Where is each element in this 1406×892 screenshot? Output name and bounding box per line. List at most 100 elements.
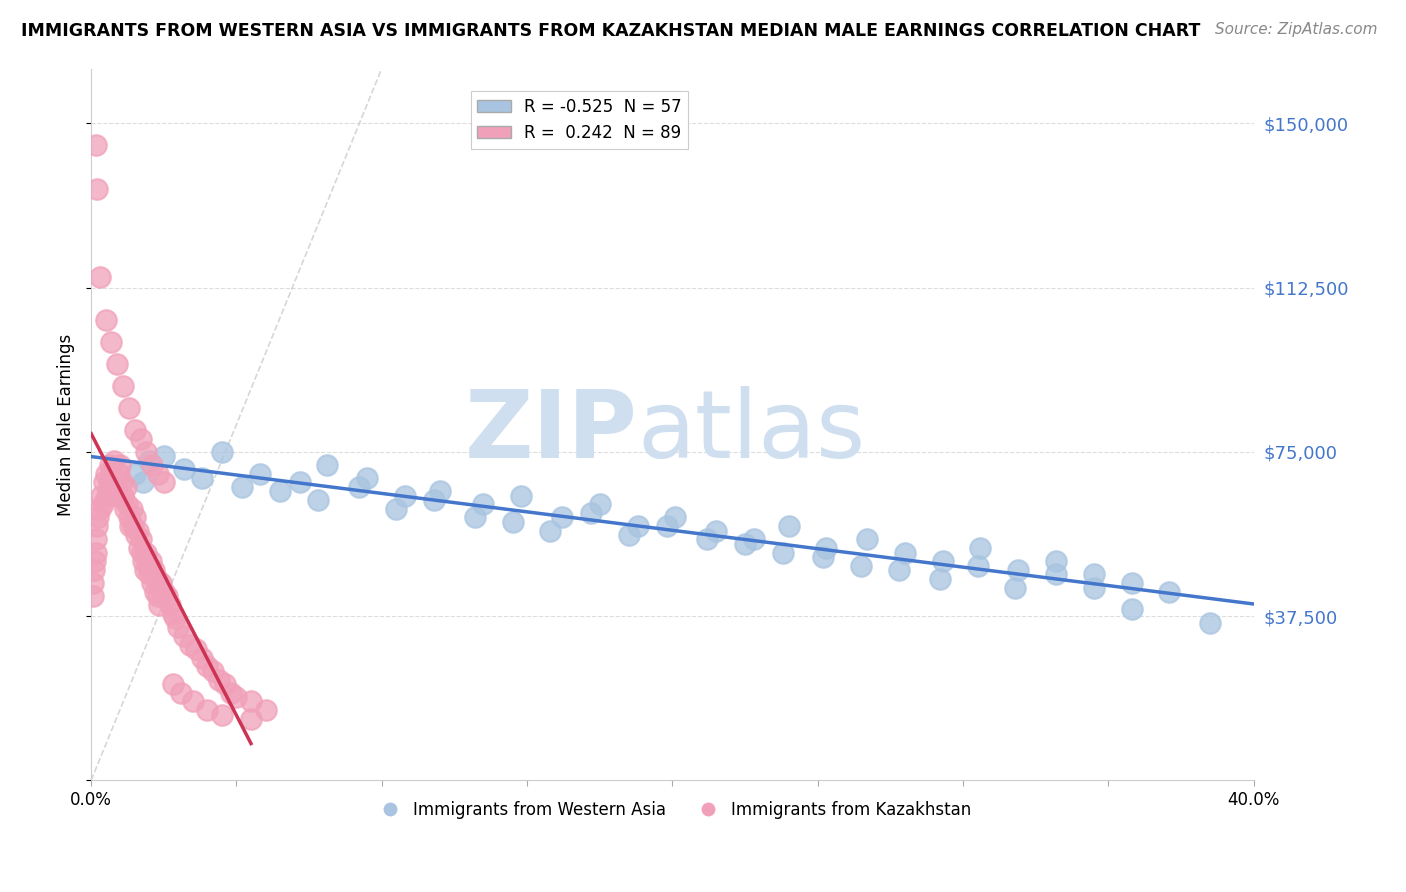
Point [105,357,128,371]
Point [307,493,329,508]
Point [1083,581,1105,595]
Point [655,519,678,533]
Point [87,510,110,524]
Point [502,515,524,529]
Point [347,480,370,494]
Point [170,686,193,700]
Point [101,480,124,494]
Point [173,629,195,643]
Point [86,519,108,533]
Point [146,590,169,604]
Point [104,475,127,490]
Y-axis label: Median Male Earnings: Median Male Earnings [58,334,75,516]
Point [82,576,104,591]
Point [83,554,105,568]
Point [290,475,312,490]
Point [121,501,143,516]
Point [132,554,155,568]
Point [931,554,953,568]
Point [118,401,141,415]
Point [162,677,184,691]
Point [197,703,219,717]
Point [579,506,602,520]
Point [136,558,159,573]
Point [129,533,152,547]
Point [111,475,134,490]
Point [1121,576,1143,591]
Point [153,585,176,599]
Point [190,471,212,485]
Point [211,707,233,722]
Point [249,467,271,481]
Point [184,641,207,656]
Point [100,467,122,481]
Point [148,598,170,612]
Point [887,563,910,577]
Text: Source: ZipAtlas.com: Source: ZipAtlas.com [1215,22,1378,37]
Point [254,703,277,717]
Point [394,489,416,503]
Point [146,467,169,481]
Point [626,519,648,533]
Text: ZIP: ZIP [464,385,637,477]
Point [112,379,135,393]
Point [89,501,111,516]
Point [966,558,988,573]
Point [225,690,247,704]
Point [356,471,378,485]
Point [115,480,138,494]
Point [472,497,495,511]
Point [153,449,176,463]
Point [122,519,145,533]
Point [100,335,122,350]
Point [153,475,176,490]
Point [84,138,107,153]
Point [134,563,156,577]
Point [617,528,640,542]
Point [97,475,120,490]
Point [315,458,337,472]
Point [90,489,112,503]
Point [117,497,139,511]
Point [815,541,838,556]
Point [94,467,117,481]
Point [510,489,533,503]
Point [159,598,181,612]
Point [231,480,253,494]
Point [385,501,408,516]
Point [219,686,242,700]
Point [114,501,136,516]
Point [105,489,128,503]
Point [132,475,155,490]
Point [98,458,121,472]
Point [91,497,114,511]
Point [772,545,794,559]
Point [86,182,108,196]
Point [131,545,153,559]
Point [110,458,132,472]
Point [135,545,157,559]
Point [856,533,879,547]
Point [112,489,135,503]
Point [141,458,163,472]
Point [704,524,727,538]
Point [139,554,162,568]
Point [1045,554,1067,568]
Text: atlas: atlas [637,385,866,477]
Point [197,659,219,673]
Point [181,694,204,708]
Point [165,611,187,625]
Point [742,533,765,547]
Point [551,510,574,524]
Point [1159,585,1181,599]
Point [93,475,115,490]
Point [211,444,233,458]
Point [240,694,263,708]
Point [269,484,291,499]
Point [141,576,163,591]
Point [124,467,146,481]
Point [538,524,561,538]
Legend: Immigrants from Western Asia, Immigrants from Kazakhstan: Immigrants from Western Asia, Immigrants… [367,794,979,825]
Point [1007,563,1029,577]
Point [190,650,212,665]
